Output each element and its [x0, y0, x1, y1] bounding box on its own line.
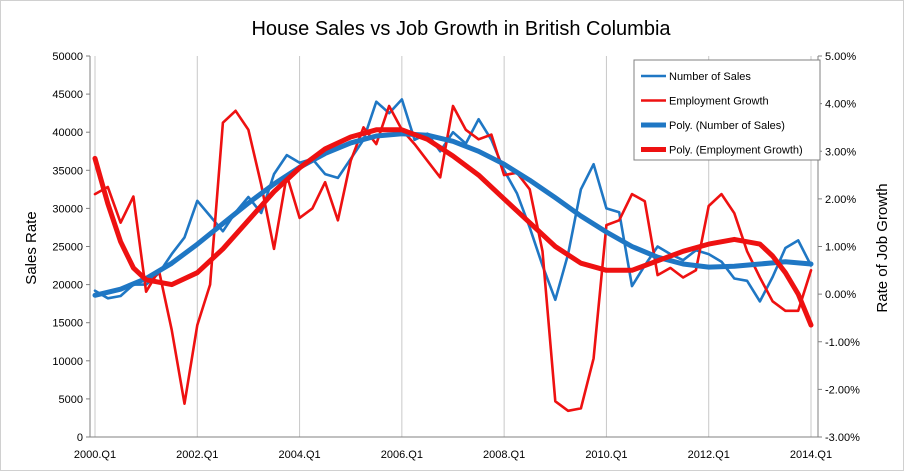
chart-title: House Sales vs Job Growth in British Col… — [251, 18, 671, 40]
y2-tick-label: 4.00% — [825, 99, 856, 111]
grid-lines — [94, 56, 812, 437]
legend-label: Poly. (Number of Sales) — [669, 120, 785, 132]
y2-tick-label: 3.00% — [825, 146, 856, 158]
y-tick-label: 25000 — [52, 242, 83, 254]
y-tick-label: 0 — [77, 432, 83, 444]
y2-tick-label: 0.00% — [825, 289, 856, 301]
y-tick-label: 45000 — [52, 89, 83, 101]
x-tick-label: 2014.Q1 — [790, 449, 832, 461]
y-tick-label: 40000 — [52, 127, 83, 139]
x-tick-label: 2006.Q1 — [381, 449, 423, 461]
x-tick-label: 2012.Q1 — [688, 449, 730, 461]
y-axis-title: Sales Rate — [23, 211, 40, 284]
series-line-poly-number-of-sales — [92, 131, 814, 298]
y2-tick-label: 5.00% — [825, 51, 856, 63]
y-tick-label: 30000 — [52, 203, 83, 215]
x-tick-label: 2010.Q1 — [585, 449, 627, 461]
y-tick-label: 20000 — [52, 280, 83, 292]
legend-label: Poly. (Employment Growth) — [669, 145, 803, 157]
y2-tick-label: -2.00% — [825, 384, 860, 396]
y2-tick-label: -1.00% — [825, 337, 860, 349]
y-tick-label: 35000 — [52, 165, 83, 177]
y2-axis-title: Rate of Job Growth — [874, 183, 891, 312]
y2-tick-label: 1.00% — [825, 242, 856, 254]
y-tick-label: 5000 — [59, 394, 83, 406]
axes: 2000.Q1 2002.Q1 2004.Q1 2006.Q1 2008.Q1 2010.… — [52, 51, 860, 461]
y2-tick-label: -3.00% — [825, 432, 860, 444]
legend-label: Number of Sales — [669, 71, 751, 83]
x-tick-label: 2008.Q1 — [483, 449, 525, 461]
legend: Number of Sales Employment Growth Poly. (N… — [633, 59, 821, 161]
x-tick-label: 2002.Q1 — [176, 449, 218, 461]
series-lines — [92, 98, 814, 413]
series-line-poly-employment-growth — [92, 127, 814, 328]
y-tick-label: 50000 — [52, 51, 83, 63]
y-tick-label: 15000 — [52, 318, 83, 330]
legend-label: Employment Growth — [669, 96, 769, 108]
y2-tick-label: 2.00% — [825, 194, 856, 206]
y-tick-label: 10000 — [52, 356, 83, 368]
x-tick-label: 2000.Q1 — [74, 449, 116, 461]
x-tick-label: 2004.Q1 — [278, 449, 320, 461]
